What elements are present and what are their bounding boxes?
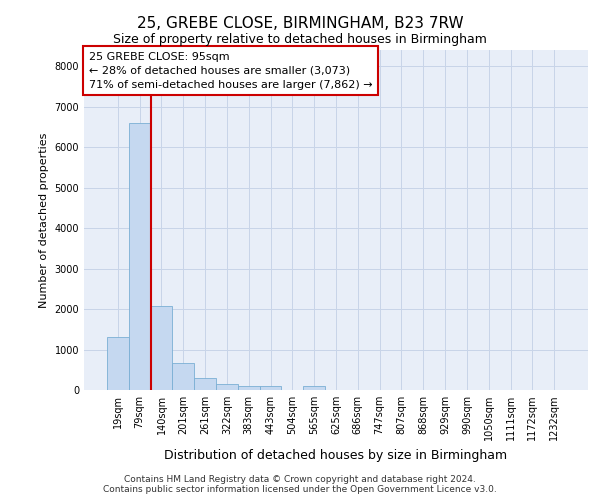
Text: 25 GREBE CLOSE: 95sqm
← 28% of detached houses are smaller (3,073)
71% of semi-d: 25 GREBE CLOSE: 95sqm ← 28% of detached … [89,52,373,90]
Text: Contains HM Land Registry data © Crown copyright and database right 2024.: Contains HM Land Registry data © Crown c… [124,475,476,484]
Bar [172,364,194,390]
Text: Contains public sector information licensed under the Open Government Licence v3: Contains public sector information licen… [103,485,497,494]
Bar [194,378,216,390]
Bar [216,384,238,390]
Bar [238,386,260,390]
Text: 25, GREBE CLOSE, BIRMINGHAM, B23 7RW: 25, GREBE CLOSE, BIRMINGHAM, B23 7RW [137,16,463,31]
Text: Size of property relative to detached houses in Birmingham: Size of property relative to detached ho… [113,32,487,46]
Bar [151,306,172,390]
Bar [260,386,281,390]
X-axis label: Distribution of detached houses by size in Birmingham: Distribution of detached houses by size … [164,448,508,462]
Bar [129,123,151,390]
Y-axis label: Number of detached properties: Number of detached properties [39,132,49,308]
Bar [107,338,129,390]
Bar [303,386,325,390]
